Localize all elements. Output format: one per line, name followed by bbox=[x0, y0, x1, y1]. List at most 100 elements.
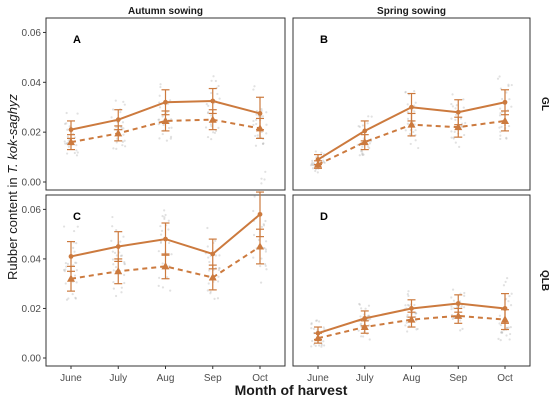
observation-point bbox=[207, 111, 210, 114]
observation-point bbox=[162, 123, 165, 127]
observation-point bbox=[206, 111, 210, 115]
observation-point bbox=[218, 97, 221, 100]
observation-point bbox=[253, 195, 256, 198]
observation-point bbox=[210, 125, 213, 128]
axes-layer: Autumn sowing Spring sowing GL QLB A 0.00 0.02… bbox=[22, 4, 550, 384]
observation-point bbox=[502, 284, 506, 287]
data-point-dashed bbox=[67, 137, 75, 146]
observation-point bbox=[209, 123, 213, 126]
observation-point bbox=[314, 344, 317, 348]
observation-point bbox=[110, 239, 113, 242]
observation-point bbox=[321, 159, 325, 162]
observation-point bbox=[310, 162, 313, 166]
observation-point bbox=[166, 276, 169, 279]
observation-point bbox=[161, 286, 165, 289]
observation-point bbox=[76, 225, 79, 228]
observation-point bbox=[123, 262, 126, 265]
observation-point bbox=[311, 167, 315, 170]
observation-point bbox=[262, 223, 265, 226]
row-strip-label: GL bbox=[539, 97, 550, 111]
x-tick-label: Oct bbox=[497, 373, 513, 384]
data-point-dashed bbox=[360, 322, 369, 331]
observation-point bbox=[460, 305, 463, 308]
observation-point bbox=[508, 338, 511, 341]
observation-point bbox=[318, 344, 321, 347]
observation-point bbox=[367, 304, 371, 307]
observation-point bbox=[115, 141, 118, 144]
observation-point bbox=[361, 145, 364, 148]
data-point-solid bbox=[409, 104, 414, 110]
observation-point bbox=[406, 313, 409, 317]
observation-point bbox=[413, 110, 416, 113]
observation-point bbox=[262, 224, 266, 227]
observation-point bbox=[111, 225, 114, 228]
data-point-dashed bbox=[454, 122, 463, 131]
x-tick-label: June bbox=[307, 373, 329, 384]
data-point-solid bbox=[210, 98, 216, 104]
observation-point bbox=[252, 88, 255, 91]
y-tick-label: 0.06 bbox=[22, 28, 42, 39]
column-strip-label: Autumn sowing bbox=[128, 6, 203, 17]
observation-point bbox=[265, 132, 268, 135]
observation-point bbox=[255, 118, 258, 122]
row-strip-label: QLB bbox=[539, 270, 550, 291]
observation-point bbox=[464, 121, 467, 125]
observation-point bbox=[499, 87, 503, 90]
observation-point bbox=[452, 137, 455, 140]
observation-point bbox=[76, 151, 79, 154]
observation-point bbox=[158, 276, 161, 279]
observation-point bbox=[496, 77, 500, 80]
observation-point bbox=[75, 144, 78, 147]
observation-point bbox=[312, 164, 315, 167]
observation-point bbox=[452, 299, 456, 302]
observation-point bbox=[315, 319, 319, 322]
observation-point bbox=[215, 129, 218, 132]
observation-point bbox=[450, 305, 453, 308]
data-point-solid bbox=[362, 315, 368, 321]
observation-point bbox=[122, 133, 125, 136]
data-point-solid bbox=[115, 244, 121, 249]
observation-point bbox=[264, 170, 267, 173]
panel-frame bbox=[45, 194, 286, 367]
observation-point bbox=[252, 256, 255, 259]
series-line-dashed bbox=[70, 245, 261, 280]
observation-point bbox=[75, 269, 78, 272]
observation-point bbox=[170, 253, 173, 256]
observation-point bbox=[322, 326, 325, 329]
observation-point bbox=[74, 261, 77, 264]
observation-point bbox=[499, 339, 502, 342]
observation-point bbox=[507, 300, 510, 303]
observation-point bbox=[463, 291, 466, 295]
observation-point bbox=[498, 126, 501, 129]
observation-point bbox=[498, 107, 502, 110]
data-point-solid bbox=[68, 254, 74, 259]
data-point-solid bbox=[163, 236, 168, 242]
data-point-dashed bbox=[407, 315, 416, 323]
observation-point bbox=[500, 331, 503, 334]
observation-point bbox=[508, 295, 511, 298]
observation-point bbox=[208, 269, 211, 272]
x-tick-label: Aug bbox=[403, 373, 421, 384]
data-point-solid bbox=[68, 127, 74, 133]
data-point-solid bbox=[502, 99, 508, 105]
observation-point bbox=[259, 265, 262, 268]
observation-point bbox=[158, 94, 161, 97]
observation-point bbox=[509, 304, 513, 307]
observation-point bbox=[164, 213, 167, 217]
observation-point bbox=[453, 130, 456, 133]
observation-point bbox=[169, 289, 172, 292]
observation-point bbox=[218, 267, 221, 270]
observation-point bbox=[67, 297, 70, 300]
observation-point bbox=[206, 226, 209, 230]
observation-point bbox=[498, 114, 502, 117]
observation-point bbox=[64, 142, 67, 145]
observation-point bbox=[111, 250, 114, 253]
observation-point bbox=[360, 307, 363, 310]
observation-point bbox=[167, 228, 170, 231]
observation-point bbox=[157, 250, 160, 253]
observation-point bbox=[405, 321, 408, 324]
observation-point bbox=[310, 327, 313, 330]
observation-point bbox=[213, 297, 216, 300]
observation-point bbox=[209, 290, 212, 293]
observation-point bbox=[214, 254, 218, 257]
